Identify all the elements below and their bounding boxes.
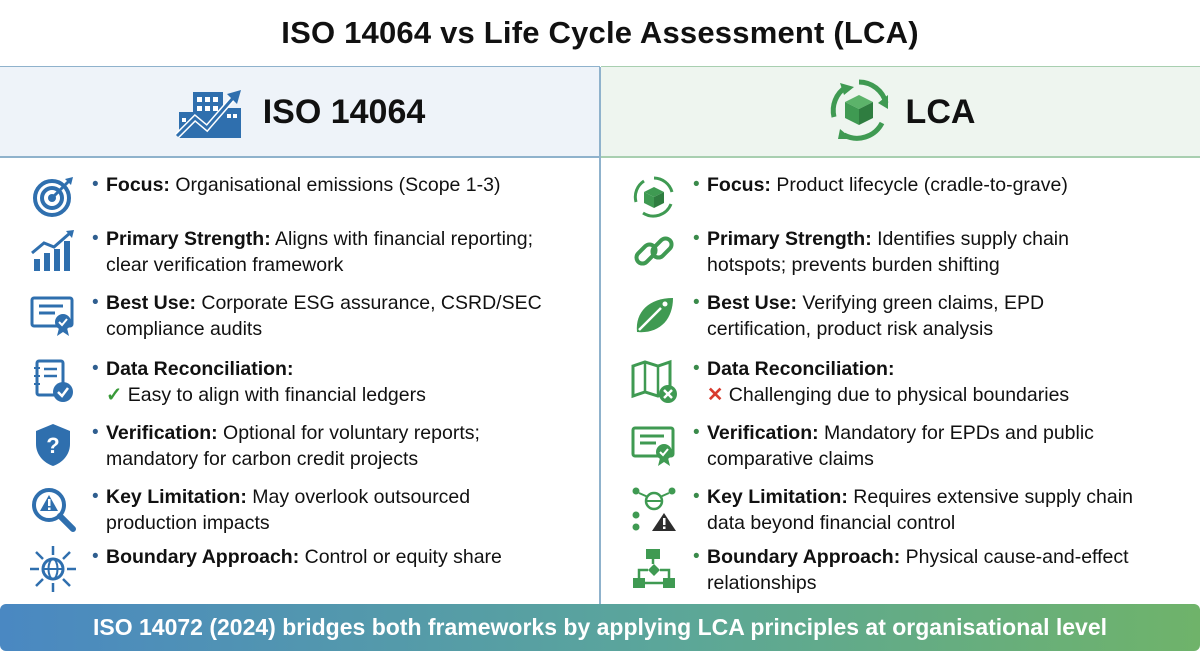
row-value: Identifies supply chain (871, 228, 1069, 250)
target-icon (28, 172, 78, 222)
bullet-icon: • (693, 292, 700, 313)
row-text: • Best Use: Verifying green claims, EPD ce… (693, 290, 1190, 342)
check-icon: ✓ (106, 384, 123, 406)
certificate-icon (629, 420, 679, 470)
row-text: • Verification: Optional for voluntary re… (92, 420, 590, 472)
chain-link-icon (629, 226, 679, 276)
header-divider (601, 156, 1200, 158)
bullet-icon: • (92, 174, 99, 195)
row-value-line2: certification, product risk analysis (707, 318, 994, 340)
leaf-tag-icon (629, 290, 679, 340)
row-value-line2: production impacts (106, 512, 270, 534)
bullet-icon: • (92, 292, 99, 313)
row-value-line2: comparative claims (707, 448, 874, 470)
row-label: Key Limitation: (106, 486, 247, 508)
iso14064-header: ISO 14064 (0, 67, 600, 157)
flowchart-icon (629, 544, 679, 594)
row-value-line2: data beyond financial control (707, 512, 956, 534)
bullet-icon: • (693, 546, 700, 567)
magnifier-warning-icon (28, 484, 78, 534)
bar-chart-growth-icon (28, 226, 78, 276)
network-warning-icon (629, 484, 679, 534)
row-value: Aligns with financial reporting; (270, 228, 534, 250)
row-text: • Key Limitation: Requires extensive supp… (693, 484, 1190, 536)
bullet-icon: • (693, 228, 700, 249)
page-title: ISO 14064 vs Life Cycle Assessment (LCA) (281, 15, 919, 50)
bullet-icon: • (92, 228, 99, 249)
row-text: • Boundary Approach: Physical cause-and-e… (693, 544, 1190, 596)
row-value-line2: relationships (707, 572, 817, 594)
row-value: Product lifecycle (cradle-to-grave) (770, 174, 1068, 196)
row-text: • Data Reconciliation: ✕ Challenging due t… (693, 356, 1190, 408)
iso14064-list: • Focus: Organisational emissions (Scope … (0, 158, 600, 604)
ledger-check-icon (28, 356, 78, 406)
bullet-icon: • (92, 486, 99, 507)
row-label: Boundary Approach: (707, 546, 901, 568)
row-label: Best Use: (707, 292, 797, 314)
row-label: Focus: (707, 174, 771, 196)
row-text: • Boundary Approach: Control or equity sh… (92, 544, 590, 570)
row-text: • Verification: Mandatory for EPDs and pu… (693, 420, 1190, 472)
row-value: Physical cause-and-effect (900, 546, 1129, 568)
map-cross-icon (629, 356, 679, 406)
row-label: Data Reconciliation: (707, 358, 895, 380)
building-growth-icon (174, 78, 249, 147)
lca-heading: LCA (905, 92, 976, 131)
row-text: • Best Use: Corporate ESG assurance, CSRD… (92, 290, 590, 342)
footer-banner: ISO 14072 (2024) bridges both frameworks… (0, 604, 1200, 651)
lca-header: LCA (601, 67, 1200, 157)
row-text: • Data Reconciliation: ✓ Easy to align wit… (92, 356, 590, 408)
bullet-icon: • (693, 358, 700, 379)
row-value-line2: hotspots; prevents burden shifting (707, 254, 1000, 276)
lca-list: • Focus: Product lifecycle (cradle-to-gra… (601, 158, 1200, 604)
row-label: Boundary Approach: (106, 546, 300, 568)
row-label: Primary Strength: (707, 228, 872, 250)
row-value: May overlook outsourced (246, 486, 471, 508)
shield-question-icon: ? (28, 420, 78, 470)
cross-icon: ✕ (707, 384, 724, 406)
row-value: Optional for voluntary reports; (217, 422, 480, 444)
bullet-icon: • (92, 546, 99, 567)
row-label: Focus: (106, 174, 170, 196)
globe-arrows-icon (28, 544, 78, 594)
bullet-icon: • (693, 486, 700, 507)
row-value-line2: compliance audits (106, 318, 263, 340)
row-value: Requires extensive supply chain (847, 486, 1133, 508)
lca-column: LCA • Focus: Product lifecycle (cradle-to… (601, 67, 1200, 604)
row-value: Mandatory for EPDs and public (818, 422, 1094, 444)
row-value-line2: clear verification framework (106, 254, 344, 276)
bullet-icon: • (693, 174, 700, 195)
bullet-icon: • (92, 422, 99, 443)
row-value-line2: mandatory for carbon credit projects (106, 448, 419, 470)
row-text: • Focus: Organisational emissions (Scope … (92, 172, 590, 198)
iso14064-column: ISO 14064 • Focus: Organisational emissio… (0, 67, 600, 604)
certificate-icon (28, 290, 78, 340)
row-value-line2: ✕ Challenging due to physical boundaries (707, 384, 1070, 406)
row-value: Control or equity share (299, 546, 502, 568)
row-value: Organisational emissions (Scope 1-3) (169, 174, 501, 196)
row-label: Primary Strength: (106, 228, 271, 250)
bullet-icon: • (693, 422, 700, 443)
row-text: • Focus: Product lifecycle (cradle-to-gra… (693, 172, 1190, 198)
row-value: Corporate ESG assurance, CSRD/SEC (195, 292, 542, 314)
row-value: Verifying green claims, EPD (796, 292, 1045, 314)
column-divider (599, 67, 601, 604)
bullet-icon: • (92, 358, 99, 379)
iso14064-heading: ISO 14064 (262, 92, 426, 131)
row-label: Verification: (707, 422, 819, 444)
row-label: Verification: (106, 422, 218, 444)
row-text: • Key Limitation: May overlook outsourced… (92, 484, 590, 536)
row-label: Best Use: (106, 292, 196, 314)
cycle-box-icon (629, 172, 679, 222)
recycle-box-icon (826, 77, 892, 148)
row-value-line2: ✓ Easy to align with financial ledgers (106, 384, 426, 406)
row-label: Data Reconciliation: (106, 358, 294, 380)
row-label: Key Limitation: (707, 486, 848, 508)
svg-text:?: ? (46, 433, 59, 458)
row-text: • Primary Strength: Identifies supply cha… (693, 226, 1190, 278)
row-text: • Primary Strength: Aligns with financial… (92, 226, 590, 278)
header-divider (0, 156, 600, 158)
